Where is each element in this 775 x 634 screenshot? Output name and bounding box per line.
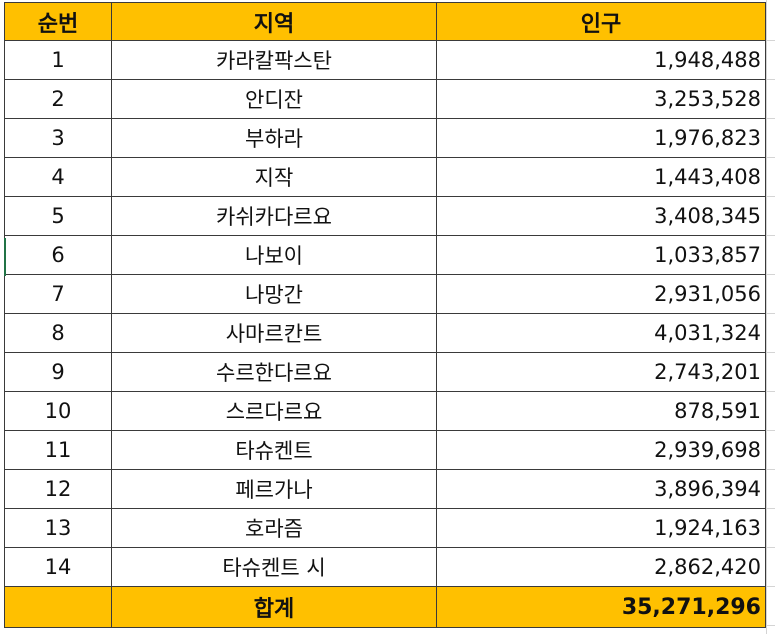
gridline <box>766 586 775 587</box>
cell-population[interactable]: 3,253,528 <box>436 79 766 119</box>
table-row: 11 타슈켄트 2,939,698 <box>4 430 766 470</box>
cell-population[interactable]: 878,591 <box>436 391 766 431</box>
gridline <box>766 352 775 353</box>
cell-region[interactable]: 안디잔 <box>111 79 437 119</box>
population-table: 순번 지역 인구 1 카라칼팍스탄 1,948,488 2 안디잔 3,253,528 3 부… <box>4 2 766 628</box>
cell-region[interactable]: 카쉬카다르요 <box>111 196 437 236</box>
cell-region[interactable]: 부하라 <box>111 118 437 158</box>
cell-population[interactable]: 2,862,420 <box>436 547 766 587</box>
cell-population[interactable]: 3,896,394 <box>436 469 766 509</box>
selection-indicator <box>4 238 6 276</box>
cell-population[interactable]: 1,976,823 <box>436 118 766 158</box>
cell-no[interactable]: 1 <box>4 40 112 80</box>
cell-no[interactable]: 6 <box>4 235 112 275</box>
gridline <box>766 157 775 158</box>
gridline <box>766 625 775 626</box>
table-row: 12 페르가나 3,896,394 <box>4 469 766 509</box>
table-row: 13 호라즘 1,924,163 <box>4 508 766 548</box>
cell-population[interactable]: 2,743,201 <box>436 352 766 392</box>
cell-no[interactable]: 13 <box>4 508 112 548</box>
total-row: 합계 35,271,296 <box>4 586 766 628</box>
cell-population[interactable]: 4,031,324 <box>436 313 766 353</box>
cell-population[interactable]: 1,033,857 <box>436 235 766 275</box>
gridline <box>766 508 775 509</box>
cell-population[interactable]: 2,931,056 <box>436 274 766 314</box>
header-no[interactable]: 순번 <box>4 2 112 41</box>
table-row: 14 타슈켄트 시 2,862,420 <box>4 547 766 587</box>
cell-no[interactable]: 14 <box>4 547 112 587</box>
gridline <box>766 235 775 236</box>
cell-population[interactable]: 2,939,698 <box>436 430 766 470</box>
table-row: 4 지작 1,443,408 <box>4 157 766 197</box>
cell-no[interactable]: 3 <box>4 118 112 158</box>
cell-population[interactable]: 3,408,345 <box>436 196 766 236</box>
gridline <box>766 469 775 470</box>
total-value[interactable]: 35,271,296 <box>436 586 766 628</box>
cell-region[interactable]: 지작 <box>111 157 437 197</box>
cell-no[interactable]: 12 <box>4 469 112 509</box>
table-row: 9 수르한다르요 2,743,201 <box>4 352 766 392</box>
cell-region[interactable]: 타슈켄트 <box>111 430 437 470</box>
table-row: 1 카라칼팍스탄 1,948,488 <box>4 40 766 80</box>
header-population[interactable]: 인구 <box>436 2 766 41</box>
cell-population[interactable]: 1,924,163 <box>436 508 766 548</box>
cell-region[interactable]: 나망간 <box>111 274 437 314</box>
cell-region[interactable]: 사마르칸트 <box>111 313 437 353</box>
header-region[interactable]: 지역 <box>111 2 437 41</box>
cell-no[interactable]: 10 <box>4 391 112 431</box>
gridline <box>766 196 775 197</box>
cell-region[interactable]: 타슈켄트 시 <box>111 547 437 587</box>
table-row: 6 나보이 1,033,857 <box>4 235 766 275</box>
cell-region[interactable]: 나보이 <box>111 235 437 275</box>
gridline <box>766 547 775 548</box>
cell-region[interactable]: 페르가나 <box>111 469 437 509</box>
cell-region[interactable]: 호라즘 <box>111 508 437 548</box>
gridline <box>766 313 775 314</box>
cell-region[interactable]: 카라칼팍스탄 <box>111 40 437 80</box>
cell-no[interactable]: 5 <box>4 196 112 236</box>
next-column-gridline <box>766 0 775 634</box>
cell-no[interactable]: 9 <box>4 352 112 392</box>
table-row: 8 사마르칸트 4,031,324 <box>4 313 766 353</box>
gridline <box>766 118 775 119</box>
table-row: 10 스르다르요 878,591 <box>4 391 766 431</box>
cell-no[interactable]: 8 <box>4 313 112 353</box>
cell-population[interactable]: 1,948,488 <box>436 40 766 80</box>
cell-no[interactable]: 2 <box>4 79 112 119</box>
cell-no[interactable]: 11 <box>4 430 112 470</box>
cell-region[interactable]: 수르한다르요 <box>111 352 437 392</box>
table-row: 2 안디잔 3,253,528 <box>4 79 766 119</box>
gridline <box>766 79 775 80</box>
table-row: 7 나망간 2,931,056 <box>4 274 766 314</box>
header-row: 순번 지역 인구 <box>4 2 766 41</box>
spreadsheet: 순번 지역 인구 1 카라칼팍스탄 1,948,488 2 안디잔 3,253,528 3 부… <box>4 2 766 628</box>
total-blank-cell[interactable] <box>4 586 112 628</box>
cell-no[interactable]: 7 <box>4 274 112 314</box>
cell-region[interactable]: 스르다르요 <box>111 391 437 431</box>
gridline <box>766 40 775 41</box>
cell-no[interactable]: 4 <box>4 157 112 197</box>
table-row: 3 부하라 1,976,823 <box>4 118 766 158</box>
gridline <box>766 430 775 431</box>
table-row: 5 카쉬카다르요 3,408,345 <box>4 196 766 236</box>
total-label[interactable]: 합계 <box>111 586 437 628</box>
gridline <box>766 391 775 392</box>
gridline <box>766 274 775 275</box>
cell-population[interactable]: 1,443,408 <box>436 157 766 197</box>
